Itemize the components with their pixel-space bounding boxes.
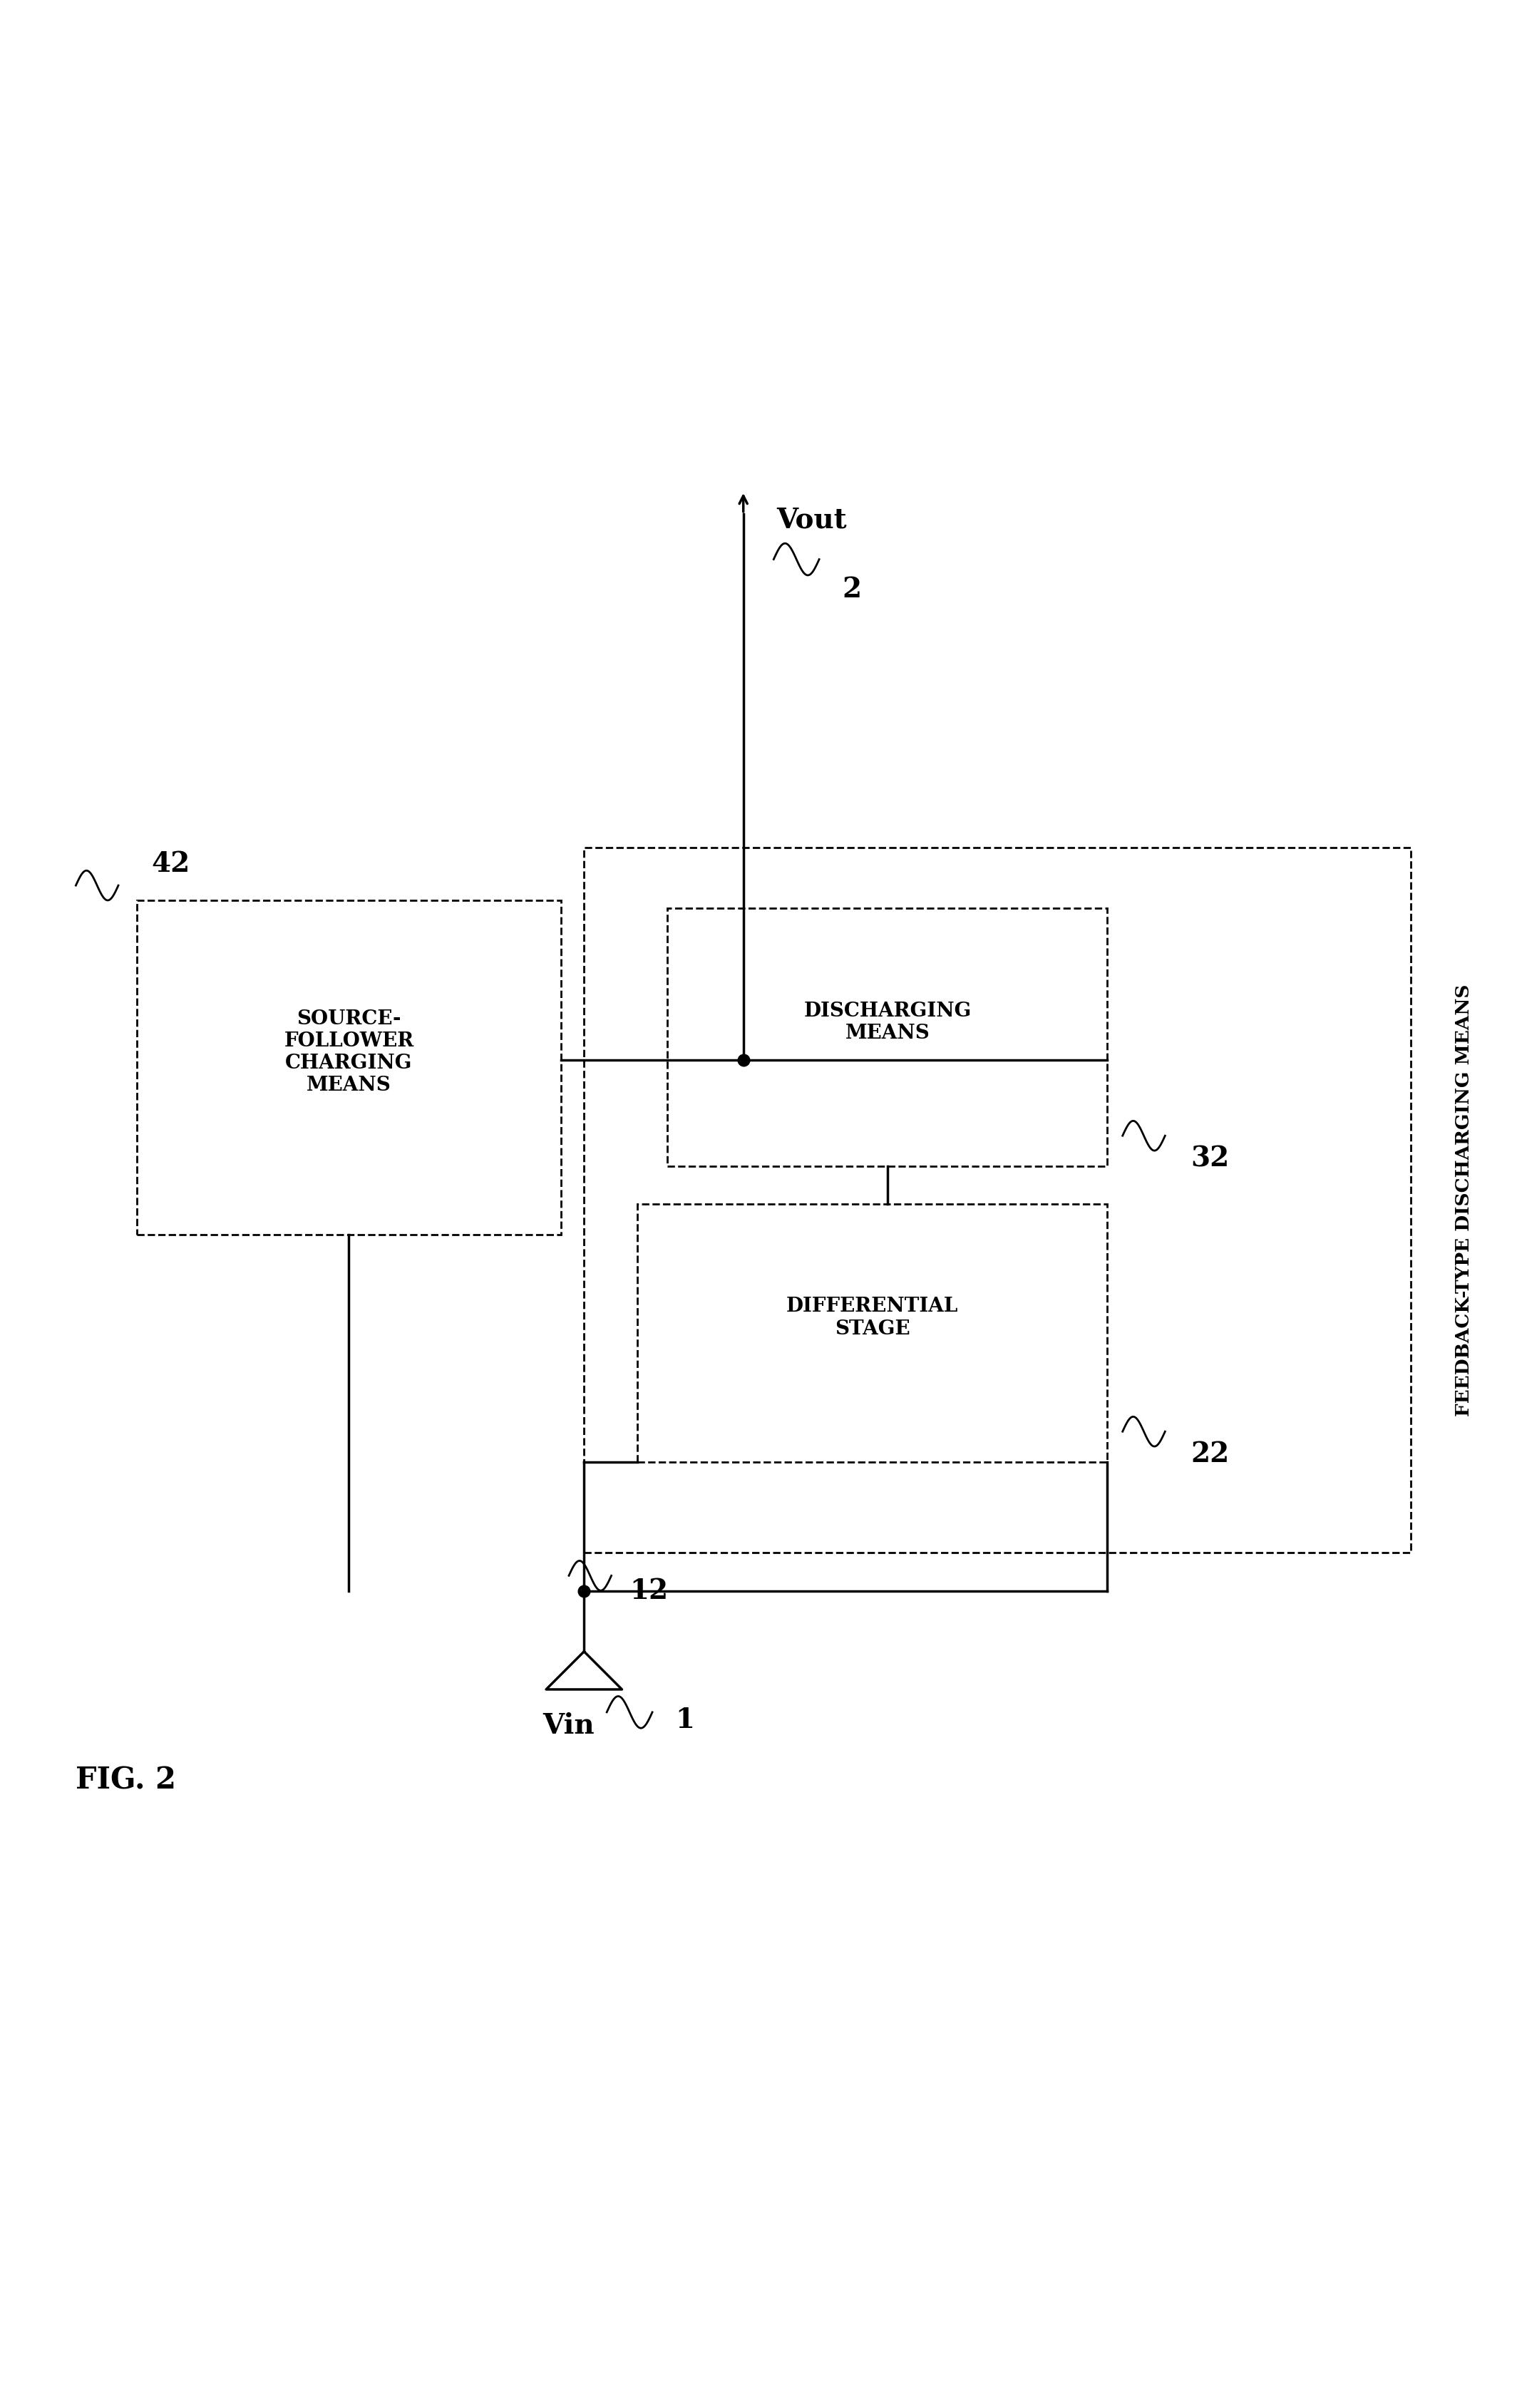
Text: 22: 22 <box>1191 1440 1229 1469</box>
Text: Vout: Vout <box>777 506 846 532</box>
Text: 2: 2 <box>842 576 862 602</box>
Text: 1: 1 <box>675 1707 695 1734</box>
Text: DISCHARGING
MEANS: DISCHARGING MEANS <box>804 1002 971 1043</box>
Text: 32: 32 <box>1191 1144 1229 1173</box>
Text: Vin: Vin <box>543 1712 595 1739</box>
Text: DIFFERENTIAL
STAGE: DIFFERENTIAL STAGE <box>786 1298 959 1339</box>
Text: 12: 12 <box>630 1577 667 1604</box>
Text: SOURCE-
FOLLOWER
CHARGING
MEANS: SOURCE- FOLLOWER CHARGING MEANS <box>284 1009 414 1096</box>
Text: 42: 42 <box>152 850 190 879</box>
Text: FEEDBACK-TYPE DISCHARGING MEANS: FEEDBACK-TYPE DISCHARGING MEANS <box>1455 985 1473 1416</box>
Text: FIG. 2: FIG. 2 <box>76 1765 176 1796</box>
